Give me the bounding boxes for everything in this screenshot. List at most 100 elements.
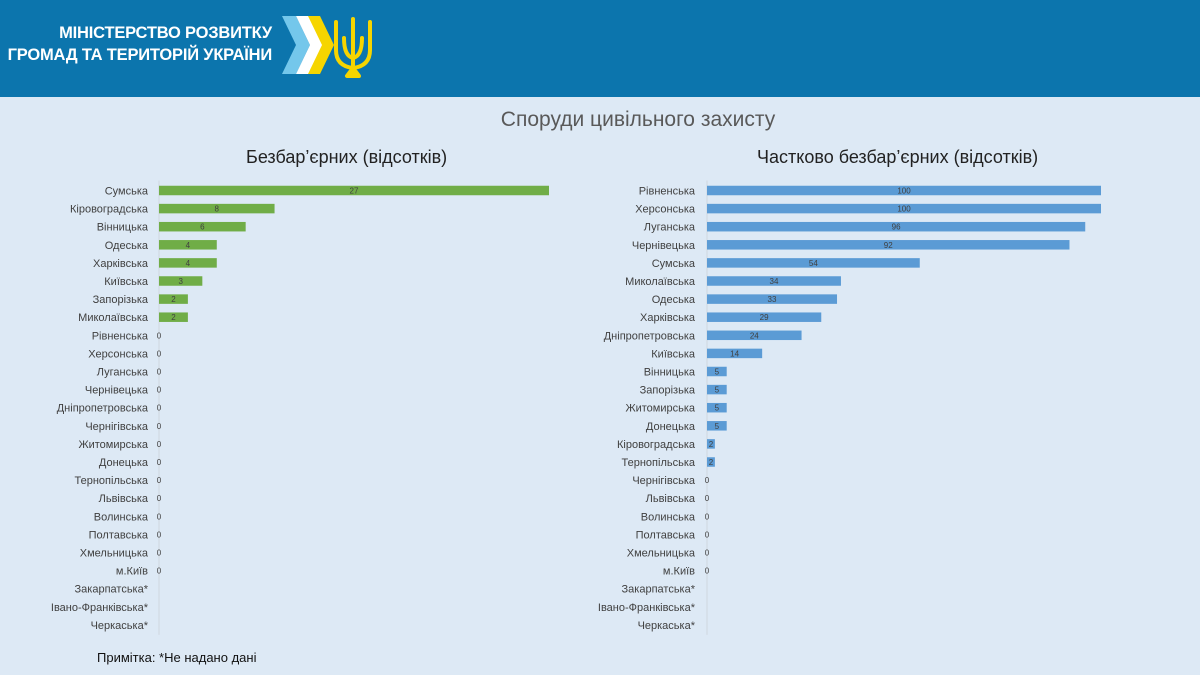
blue-category-label: Івано-Франківська* (598, 602, 696, 614)
green-category-label: Донецька (99, 457, 149, 469)
green-data-label: 0 (157, 404, 162, 413)
green-category-label: Одеська (105, 240, 149, 252)
blue-category-label: Житомирська (625, 403, 695, 415)
blue-category-label: Харківська (640, 312, 696, 324)
green-category-label: Херсонська (88, 348, 149, 360)
green-data-label: 0 (157, 567, 162, 576)
blue-category-label: Чернігівська (632, 475, 696, 487)
blue-category-label: Донецька (646, 421, 696, 433)
green-category-label: Сумська (105, 186, 149, 198)
green-category-label: Харківська (93, 258, 149, 270)
blue-category-label: Дніпропетровська (604, 330, 696, 342)
green-data-label: 0 (157, 331, 162, 340)
blue-category-label: Одеська (652, 294, 696, 306)
green-bar (159, 203, 275, 214)
blue-data-label: 0 (705, 549, 710, 558)
blue-data-label: 2 (709, 458, 714, 467)
green-data-label: 0 (157, 458, 162, 467)
blue-data-label: 5 (715, 368, 720, 377)
footnote: Примітка: *Не надано дані (97, 650, 257, 665)
green-data-label: 0 (157, 549, 162, 558)
green-data-label: 4 (186, 241, 191, 250)
green-category-label: Рівненська (92, 330, 149, 342)
blue-bar (707, 384, 727, 395)
green-bar (159, 221, 246, 232)
green-category-label: Черкаська* (91, 620, 149, 632)
blue-data-label: 34 (770, 277, 779, 286)
green-bar (159, 276, 203, 286)
ministry-name-line1: МІНІСТЕРСТВО РОЗВИТКУ (59, 24, 272, 42)
green-category-label: Житомирська (78, 439, 148, 451)
green-data-label: 0 (157, 440, 162, 449)
blue-bar (707, 276, 841, 286)
green-category-label: Миколаївська (78, 312, 149, 324)
blue-category-label: Луганська (644, 222, 696, 234)
blue-data-label: 0 (705, 530, 710, 539)
blue-category-label: Закарпатська* (622, 584, 696, 596)
green-data-label: 0 (157, 512, 162, 521)
blue-data-label: 0 (705, 476, 710, 485)
green-bar (159, 258, 217, 268)
green-data-label: 0 (157, 368, 162, 377)
blue-bar (707, 312, 822, 322)
green-data-label: 3 (178, 277, 183, 286)
blue-data-label: 0 (705, 494, 710, 503)
ministry-logo-icon (282, 16, 334, 74)
blue-category-label: Тернопільська (622, 457, 696, 469)
blue-bar (707, 240, 1070, 250)
blue-category-label: Львівська (646, 493, 696, 505)
green-category-label: Дніпропетровська (57, 403, 149, 415)
blue-category-label: Кіровоградська (617, 439, 696, 451)
blue-category-label: Херсонська (635, 204, 696, 216)
chart-title-barrier-free: Безбар’єрних (відсотків) (246, 147, 448, 167)
green-category-label: Вінницька (97, 222, 149, 234)
green-category-label: Запорізька (93, 294, 149, 306)
blue-category-label: Чернівецька (632, 240, 696, 252)
green-data-label: 0 (157, 476, 162, 485)
green-category-label: Кіровоградська (70, 204, 149, 216)
blue-data-label: 29 (760, 313, 769, 322)
blue-bar (707, 348, 763, 359)
blue-bar (707, 258, 920, 268)
main-title: Споруди цивільного захисту (500, 108, 776, 131)
blue-bar (707, 366, 727, 377)
green-category-label: Луганська (97, 367, 149, 379)
green-category-label: Львівська (99, 493, 149, 505)
blue-category-label: Миколаївська (625, 276, 696, 288)
green-category-label: Івано-Франківська* (51, 602, 149, 614)
blue-bar (707, 439, 715, 449)
green-data-label: 2 (171, 295, 176, 304)
blue-category-label: Волинська (641, 511, 696, 523)
green-category-label: Закарпатська* (75, 584, 149, 596)
blue-data-label: 0 (705, 567, 710, 576)
blue-data-label: 14 (730, 349, 739, 358)
header-banner: МІНІСТЕРСТВО РОЗВИТКУ ГРОМАД ТА ТЕРИТОРІ… (0, 0, 1200, 97)
green-category-label: Волинська (94, 511, 149, 523)
green-bar (159, 294, 188, 304)
blue-bar (707, 402, 727, 413)
blue-data-label: 92 (884, 241, 893, 250)
blue-bar (707, 457, 715, 467)
blue-data-label: 100 (897, 205, 911, 214)
green-data-label: 0 (157, 349, 162, 358)
blue-data-label: 100 (897, 187, 911, 196)
blue-bar (707, 330, 802, 341)
trident-icon (334, 17, 372, 78)
green-data-label: 0 (157, 530, 162, 539)
green-data-label: 2 (171, 313, 176, 322)
ministry-name-line2: ГРОМАД ТА ТЕРИТОРІЙ УКРАЇНИ (7, 46, 273, 64)
green-bar (159, 312, 188, 322)
green-data-label: 0 (157, 386, 162, 395)
green-category-label: Київська (104, 276, 149, 288)
blue-data-label: 2 (709, 440, 714, 449)
blue-category-label: Вінницька (644, 367, 696, 379)
blue-bar (707, 185, 1101, 196)
green-bar (159, 240, 217, 250)
blue-category-label: Сумська (652, 258, 696, 270)
blue-data-label: 5 (715, 422, 720, 431)
blue-bar (707, 294, 838, 304)
ministry-name: МІНІСТЕРСТВО РОЗВИТКУ ГРОМАД ТА ТЕРИТОРІ… (7, 22, 273, 66)
green-category-label: Чернівецька (85, 385, 149, 397)
green-data-label: 27 (350, 187, 359, 196)
